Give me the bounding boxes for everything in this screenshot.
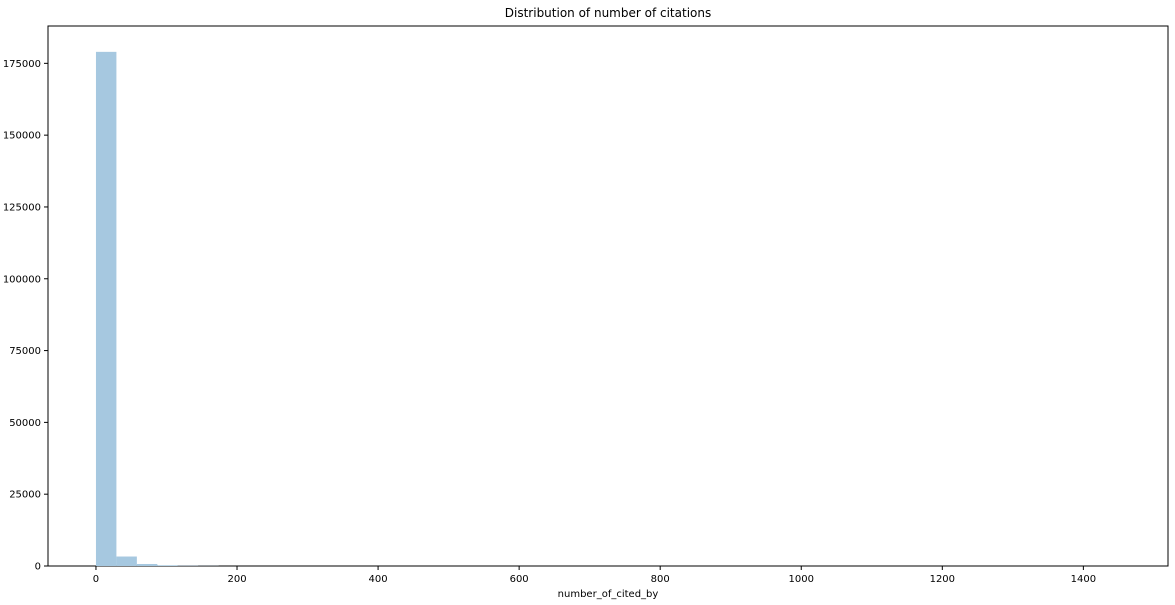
y-tick-label: 75000 <box>9 346 41 357</box>
y-axis-ticks: 0 25000 50000 75000 100000 125000 150000 175000 <box>3 59 48 573</box>
histogram-bar-1 <box>116 556 137 566</box>
histogram-bar-3 <box>157 565 178 566</box>
plot-frame <box>47 25 1169 567</box>
x-tick-label: 800 <box>651 574 670 585</box>
bars-group <box>95 51 219 566</box>
chart-title: Distribution of number of citations <box>505 6 711 20</box>
y-tick-label: 125000 <box>3 202 41 213</box>
x-tick-label: 600 <box>510 574 529 585</box>
histogram-bar-2 <box>136 563 158 566</box>
x-axis-ticks: 0 200 400 600 800 1000 1200 1400 <box>93 566 1096 585</box>
x-tick-label: 200 <box>227 574 246 585</box>
histogram-bar-0 <box>95 51 117 566</box>
x-tick-label: 400 <box>369 574 388 585</box>
x-tick-label: 1000 <box>789 574 814 585</box>
x-tick-label: 1400 <box>1071 574 1096 585</box>
y-tick-label: 175000 <box>3 59 41 70</box>
x-tick-label: 1200 <box>930 574 955 585</box>
y-tick-label: 150000 <box>3 131 41 142</box>
y-tick-label: 25000 <box>9 490 41 501</box>
x-tick-label: 0 <box>93 574 99 585</box>
y-tick-label: 50000 <box>9 418 41 429</box>
y-tick-label: 100000 <box>3 274 41 285</box>
x-axis-label: number_of_cited_by <box>558 589 659 600</box>
y-tick-label: 0 <box>35 562 41 573</box>
